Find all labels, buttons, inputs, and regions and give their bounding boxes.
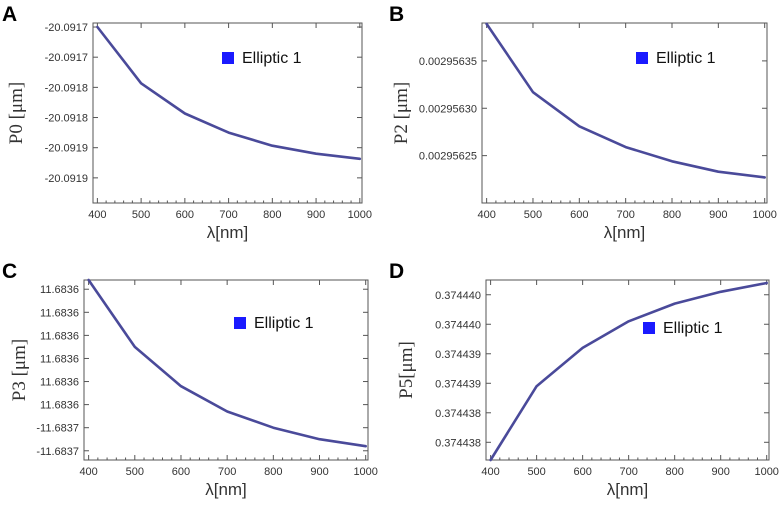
x-tick-label: 900: [310, 466, 328, 478]
panel-letter: C: [2, 260, 17, 283]
y-tick-label: -11.6837: [36, 446, 79, 458]
y-tick-label: 11.6836: [40, 353, 79, 365]
y-tick-label: -20.0918: [45, 82, 88, 94]
y-tick-label: 0.00295635: [419, 56, 477, 68]
legend: Elliptic 1: [222, 50, 302, 67]
series-line: [96, 25, 362, 161]
panel-letter: A: [2, 3, 17, 26]
y-tick-label: 11.6836: [40, 307, 79, 319]
y-axis-label: P0 [μm]: [6, 82, 27, 144]
y-tick-label: 0.374438: [435, 437, 481, 449]
y-tick-label: -20.0919: [45, 173, 88, 185]
x-tick-label: 1000: [348, 209, 372, 221]
x-tick-label: 700: [218, 466, 236, 478]
legend: Elliptic 1: [643, 320, 723, 337]
legend-swatch: [222, 52, 234, 64]
x-tick-label: 600: [176, 209, 194, 221]
x-tick-label: 800: [665, 466, 683, 478]
x-tick-label: 500: [527, 466, 545, 478]
x-tick-label: 700: [616, 209, 634, 221]
x-tick-label: 400: [79, 466, 97, 478]
x-axis-label: λ[nm]: [607, 480, 649, 499]
x-tick-label: 800: [263, 209, 281, 221]
x-tick-label: 700: [619, 466, 637, 478]
x-tick-label: 500: [524, 209, 542, 221]
chart-panel-c: C 400 500 600 700 800 900 1000 11.6836 11.6836 11.…: [2, 260, 378, 499]
series-line: [489, 281, 769, 462]
x-tick-label: 600: [172, 466, 190, 478]
x-tick-label: 400: [88, 209, 106, 221]
legend-label: Elliptic 1: [254, 315, 314, 332]
x-tick-label: 500: [126, 466, 144, 478]
y-tick-label: 0.374440: [435, 290, 481, 302]
x-tick-label: 900: [307, 209, 325, 221]
x-tick-label: 1000: [353, 466, 377, 478]
plot-frame: [92, 22, 363, 204]
x-axis-label: λ[nm]: [207, 223, 249, 242]
x-tick-label: 900: [709, 209, 727, 221]
x-tick-label: 600: [570, 209, 588, 221]
x-tick-label: 600: [573, 466, 591, 478]
series-line: [485, 22, 767, 179]
plot-frame: [481, 22, 768, 204]
x-tick-label: 800: [264, 466, 282, 478]
legend: Elliptic 1: [234, 315, 314, 332]
legend-label: Elliptic 1: [663, 320, 723, 337]
y-tick-label: 0.374438: [435, 408, 481, 420]
legend-swatch: [234, 317, 246, 329]
y-axis-label: P5[μm]: [396, 341, 417, 399]
y-tick-label: -20.0919: [45, 143, 88, 155]
chart-panel-d: D 400 500 600 700 800 900 1000 0.374438 0.374438 0…: [389, 260, 779, 499]
legend-label: Elliptic 1: [656, 50, 716, 67]
x-tick-label: 1000: [752, 209, 776, 221]
x-tick-label: 400: [481, 466, 499, 478]
x-tick-label: 800: [663, 209, 681, 221]
y-tick-label: 11.6836: [40, 330, 79, 342]
panel-letter: B: [389, 3, 404, 26]
y-tick-label: 11.6836: [40, 284, 79, 296]
plot-frame: [83, 279, 369, 461]
y-tick-label: 11.6836: [40, 377, 79, 389]
y-tick-label: 0.374440: [435, 319, 481, 331]
legend-swatch: [643, 322, 655, 334]
x-axis-label: λ[nm]: [604, 223, 646, 242]
x-tick-label: 1000: [754, 466, 778, 478]
chart-panel-b: B 400 500 600 700 800 900 1000 0.00295635 0.00295…: [389, 3, 777, 242]
x-tick-label: 500: [132, 209, 150, 221]
y-tick-label: -20.0917: [45, 52, 88, 64]
y-axis-label: P3 [μm]: [9, 339, 30, 401]
series-line: [87, 278, 368, 448]
x-tick-label: 400: [477, 209, 495, 221]
legend-label: Elliptic 1: [242, 50, 302, 67]
x-tick-label: 900: [712, 466, 730, 478]
chart-panel-a: A 400 500 600 700 800 900 1000 -20.0917 -20.0917 -…: [2, 3, 372, 242]
y-tick-label: 0.374439: [435, 378, 481, 390]
y-tick-label: 0.00295625: [419, 151, 477, 163]
y-tick-label: 0.00295630: [419, 103, 477, 115]
y-tick-label: 0.374439: [435, 349, 481, 361]
y-tick-label: -11.6837: [36, 423, 79, 435]
y-tick-label: 11.6836: [40, 400, 79, 412]
y-tick-label: -20.0918: [45, 113, 88, 125]
panel-letter: D: [389, 260, 404, 283]
x-tick-label: 700: [219, 209, 237, 221]
plot-frame: [485, 279, 770, 461]
legend-swatch: [636, 52, 648, 64]
x-axis-label: λ[nm]: [205, 480, 247, 499]
y-tick-label: -20.0917: [45, 22, 88, 34]
legend: Elliptic 1: [636, 50, 716, 67]
y-axis-label: P2 [μm]: [391, 82, 412, 144]
